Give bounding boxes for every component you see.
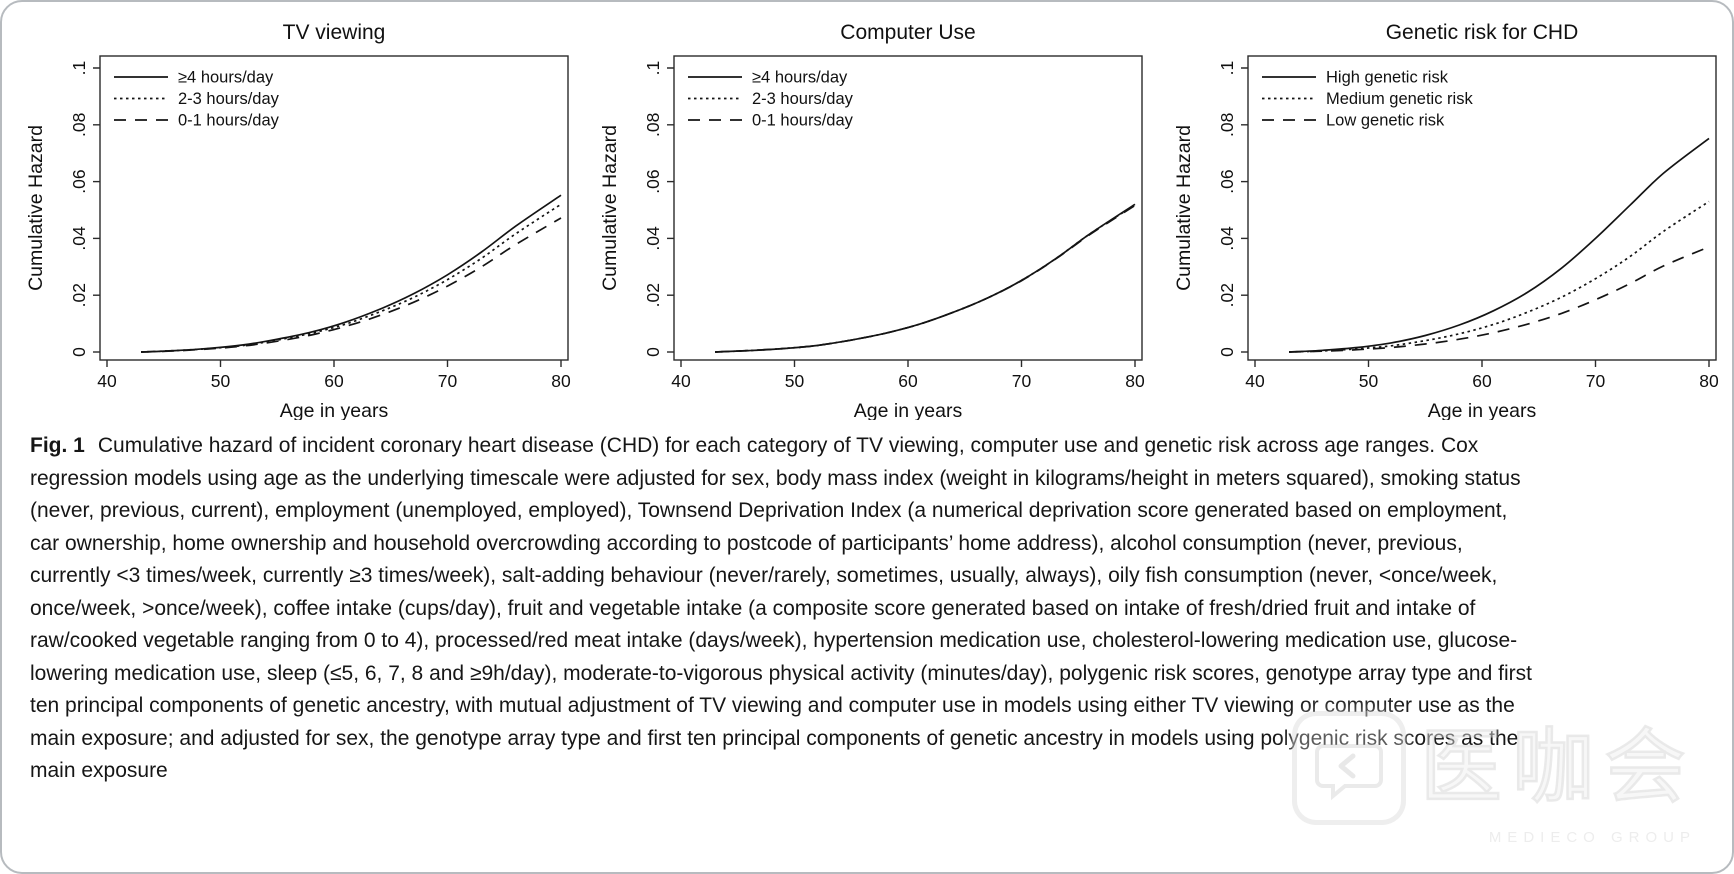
x-tick-label: 40 bbox=[671, 371, 691, 391]
y-tick-label: 0 bbox=[69, 347, 89, 357]
legend-label-4-hours-day: ≥4 hours/day bbox=[178, 69, 274, 87]
x-tick-label: 80 bbox=[1699, 371, 1719, 391]
x-tick-label: 80 bbox=[1125, 371, 1145, 391]
x-axis-label: Age in years bbox=[1428, 400, 1537, 420]
y-tick-label: .06 bbox=[1217, 169, 1237, 193]
y-tick-label: .02 bbox=[643, 283, 663, 307]
chart-tv-viewing: TV viewing 40 50 60 70 80 0 .02 .04 .06 .08 .1 Age i… bbox=[25, 21, 571, 420]
y-axis-label: Cumulative Hazard bbox=[599, 125, 621, 291]
y-axis-label: Cumulative Hazard bbox=[25, 125, 47, 291]
curve-0-1-hours-day bbox=[141, 217, 562, 353]
y-tick-label: 0 bbox=[643, 347, 663, 357]
x-tick-label: 70 bbox=[1586, 371, 1606, 391]
figure-caption-text: Cumulative hazard of incident coronary h… bbox=[30, 434, 1532, 782]
y-tick-label: 0 bbox=[1217, 347, 1237, 357]
y-tick-label: .1 bbox=[69, 61, 89, 76]
x-tick-label: 60 bbox=[324, 371, 344, 391]
x-tick-label: 60 bbox=[1472, 371, 1492, 391]
panel-title: Computer Use bbox=[840, 21, 975, 44]
curve-2-3-hours-day bbox=[141, 203, 562, 353]
legend-label-0-1-hours-day: 0-1 hours/day bbox=[752, 112, 854, 130]
y-axis-label: Cumulative Hazard bbox=[1173, 125, 1195, 291]
x-tick-label: 40 bbox=[1245, 371, 1265, 391]
x-tick-label: 50 bbox=[211, 371, 231, 391]
y-tick-label: .1 bbox=[1217, 61, 1237, 76]
x-tick-label: 70 bbox=[1012, 371, 1032, 391]
panel-genetic-risk: Genetic risk for CHD 40 50 60 70 80 0 .02 .04 .06… bbox=[1160, 16, 1724, 420]
curve-low-genetic-risk bbox=[1289, 246, 1710, 353]
charts-row: TV viewing 40 50 60 70 80 0 .02 .04 .06 .08 .1 Age i… bbox=[2, 2, 1732, 420]
curve-2-3-hours-day bbox=[715, 204, 1136, 353]
curve-medium-genetic-risk bbox=[1289, 200, 1710, 353]
figure-caption: Fig. 1 Cumulative hazard of incident coro… bbox=[30, 430, 1532, 788]
chart-genetic-risk-for-chd: Genetic risk for CHD 40 50 60 70 80 0 .02 .04 .06… bbox=[1173, 21, 1719, 420]
x-axis-label: Age in years bbox=[280, 400, 389, 420]
x-tick-label: 60 bbox=[898, 371, 918, 391]
plot-box bbox=[1247, 55, 1717, 361]
y-tick-label: .04 bbox=[1217, 226, 1237, 251]
x-tick-label: 80 bbox=[551, 371, 571, 391]
panel-title: Genetic risk for CHD bbox=[1386, 21, 1579, 44]
y-tick-label: .04 bbox=[643, 226, 663, 251]
y-tick-label: .08 bbox=[69, 113, 89, 137]
chart-computer-use: Computer Use 40 50 60 70 80 0 .02 .04 .06 .08 .1 Age… bbox=[599, 21, 1145, 420]
curve-4-hours-day bbox=[715, 203, 1136, 353]
legend-label-4-hours-day: ≥4 hours/day bbox=[752, 69, 848, 87]
legend-label-low-genetic-risk: Low genetic risk bbox=[1326, 112, 1445, 130]
plot-box bbox=[673, 55, 1143, 361]
y-tick-label: .02 bbox=[1217, 283, 1237, 307]
y-tick-label: .06 bbox=[643, 169, 663, 193]
x-tick-label: 70 bbox=[438, 371, 458, 391]
y-tick-label: .1 bbox=[643, 61, 663, 76]
y-tick-label: .04 bbox=[69, 226, 89, 251]
panel-title: TV viewing bbox=[283, 21, 386, 44]
legend-label-2-3-hours-day: 2-3 hours/day bbox=[178, 90, 280, 108]
x-tick-label: 50 bbox=[1359, 371, 1379, 391]
y-tick-label: .02 bbox=[69, 283, 89, 307]
curve-4-hours-day bbox=[141, 194, 562, 353]
y-tick-label: .08 bbox=[643, 113, 663, 137]
x-tick-label: 50 bbox=[785, 371, 805, 391]
plot-box bbox=[99, 55, 569, 361]
panel-tv-viewing: TV viewing 40 50 60 70 80 0 .02 .04 .06 .08 .1 Age i… bbox=[12, 16, 576, 420]
legend-label-2-3-hours-day: 2-3 hours/day bbox=[752, 90, 854, 108]
y-tick-label: .08 bbox=[1217, 113, 1237, 137]
curve-0-1-hours-day bbox=[715, 204, 1136, 353]
watermark-subtext: MEDIECO GROUP bbox=[1488, 829, 1696, 846]
legend-label-medium-genetic-risk: Medium genetic risk bbox=[1326, 90, 1473, 108]
panel-computer-use: Computer Use 40 50 60 70 80 0 .02 .04 .06 .08 .1 Age… bbox=[586, 16, 1150, 420]
x-axis-label: Age in years bbox=[854, 400, 963, 420]
legend-label-0-1-hours-day: 0-1 hours/day bbox=[178, 112, 280, 130]
curve-high-genetic-risk bbox=[1289, 137, 1710, 353]
figure-label: Fig. 1 bbox=[30, 434, 85, 457]
y-tick-label: .06 bbox=[69, 169, 89, 193]
x-tick-label: 40 bbox=[97, 371, 117, 391]
legend-label-high-genetic-risk: High genetic risk bbox=[1326, 69, 1449, 87]
